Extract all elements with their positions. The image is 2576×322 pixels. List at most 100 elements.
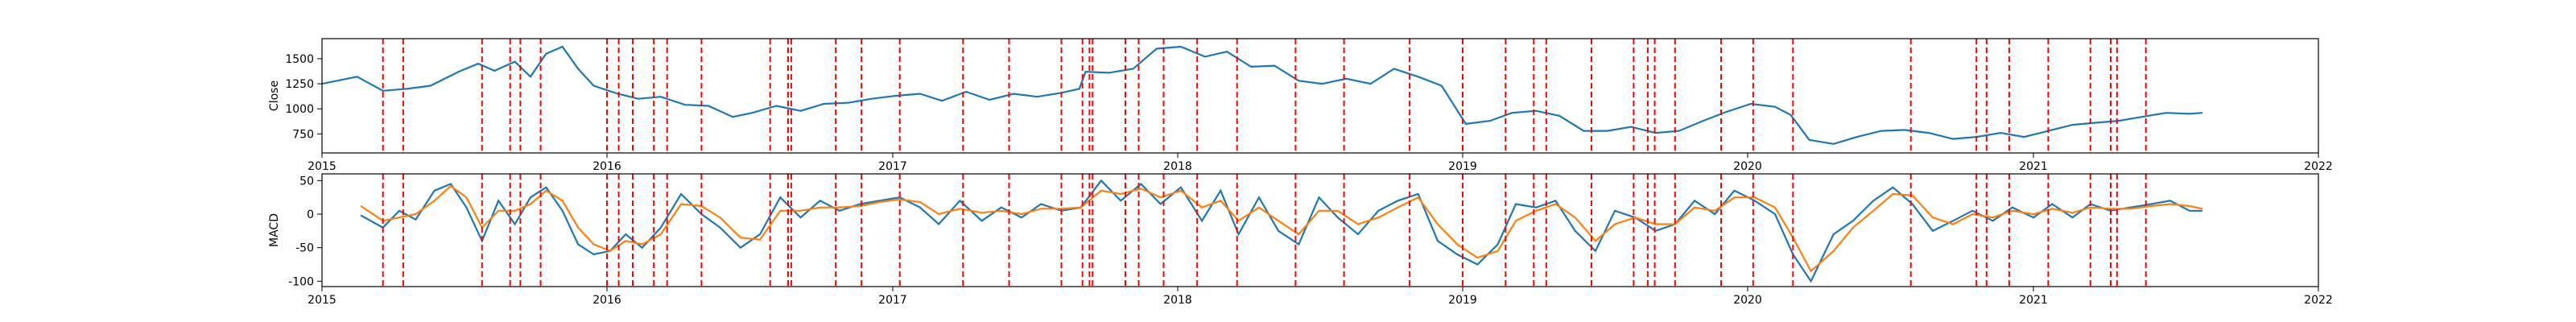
data-point [2033, 217, 2034, 219]
data-point [1535, 209, 1538, 212]
x-tick-label: 2019 [1448, 160, 1477, 173]
data-point [1928, 132, 1930, 134]
data-point [1080, 206, 1082, 208]
data-point [433, 200, 436, 202]
data-point [919, 206, 921, 208]
data-point [2201, 208, 2203, 210]
data-point [1932, 217, 1934, 219]
data-point [980, 220, 983, 222]
data-point [1120, 193, 1122, 195]
data-point [2051, 203, 2054, 205]
data-point [1694, 206, 1696, 208]
series-line-0 [360, 179, 2202, 283]
data-point [1489, 120, 1491, 122]
data-point [680, 193, 682, 195]
data-point [1725, 111, 1728, 113]
axes-frame [321, 173, 2319, 287]
data-point [660, 233, 662, 235]
close-panel: 2015 2016 2017 2018 2019 2020 2021 2022 750 1000 1… [268, 38, 2333, 173]
data-point [1060, 208, 1063, 210]
plot-area [322, 39, 2203, 153]
data-point [360, 205, 362, 207]
data-point [1614, 209, 1616, 212]
series-line-0 [322, 45, 2202, 145]
data-point [1013, 93, 1015, 95]
data-point [859, 203, 861, 205]
y-axis-label: MACD [268, 213, 281, 247]
data-point [959, 200, 961, 202]
data-point [1932, 229, 1934, 232]
data-point [1465, 123, 1467, 125]
data-point [660, 96, 662, 98]
data-point [1574, 229, 1576, 232]
data-point [1021, 217, 1022, 219]
y-tick-label: 1250 [285, 78, 314, 91]
data-point [1456, 243, 1459, 246]
data-point [577, 243, 579, 246]
data-point [1595, 250, 1596, 252]
data-point [847, 101, 849, 104]
data-point [2189, 209, 2190, 212]
data-point [637, 97, 639, 100]
data-point [1100, 180, 1102, 182]
data-point [1774, 105, 1776, 108]
plot-area [360, 174, 2203, 287]
data-point [759, 233, 761, 235]
data-point [2089, 206, 2091, 208]
data-point [751, 112, 753, 114]
data-point [1140, 183, 1142, 185]
data-point [919, 93, 921, 95]
data-point [382, 89, 384, 92]
data-point [870, 97, 873, 100]
macd-panel: 2015 2016 2017 2018 2019 2020 2021 2022 50 0 -50 -1… [268, 173, 2333, 307]
data-point [356, 76, 358, 78]
data-point [1515, 203, 1517, 205]
data-point [641, 243, 643, 246]
data-point [1583, 130, 1585, 132]
data-point [1714, 209, 1716, 212]
data-point [1476, 257, 1479, 259]
data-point [1258, 196, 1260, 199]
y-tick-label: 0 [307, 208, 314, 221]
data-point [1774, 206, 1776, 208]
data-point [1318, 209, 1320, 212]
x-tick-label: 2015 [308, 294, 336, 307]
data-point [859, 205, 861, 207]
data-point [398, 217, 400, 219]
data-point [415, 213, 417, 215]
data-point [1278, 220, 1279, 222]
data-point [1201, 220, 1203, 222]
data-point [799, 217, 802, 219]
data-point [1832, 250, 1835, 252]
data-point [497, 200, 500, 202]
x-tick-label: 2021 [2019, 160, 2048, 173]
data-point [1634, 217, 1637, 219]
data-point [1397, 200, 1399, 202]
data-point [1614, 223, 1616, 225]
data-point [1810, 270, 1812, 272]
data-point [1000, 209, 1002, 212]
data-point [1511, 112, 1513, 114]
data-point [592, 254, 595, 255]
data-point [2189, 205, 2190, 207]
data-point [839, 206, 840, 208]
data-point [2011, 206, 2013, 208]
x-tick-label: 2018 [1163, 160, 1192, 173]
x-tick-label: 2016 [592, 160, 621, 173]
data-point [1630, 126, 1633, 128]
data-point [740, 237, 741, 239]
data-point [1258, 206, 1260, 208]
data-point [1880, 130, 1882, 132]
data-point [1810, 280, 1812, 283]
data-point [1237, 220, 1240, 222]
data-point [878, 200, 881, 202]
data-point [980, 212, 983, 214]
data-point [1496, 250, 1499, 252]
data-point [477, 63, 479, 64]
data-point [1558, 115, 1561, 117]
data-point [1595, 240, 1596, 242]
data-point [1318, 196, 1320, 199]
data-point [959, 208, 961, 210]
data-point [561, 46, 564, 47]
data-point [839, 209, 840, 212]
